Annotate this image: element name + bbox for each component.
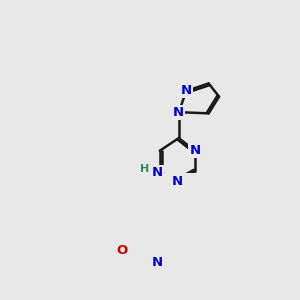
Text: N: N <box>181 84 192 98</box>
Text: N: N <box>151 166 163 179</box>
Text: O: O <box>117 244 128 257</box>
Text: N: N <box>172 175 183 188</box>
Text: N: N <box>173 106 184 119</box>
Text: N: N <box>189 144 200 157</box>
Text: H: H <box>140 164 149 174</box>
Text: N: N <box>151 256 163 269</box>
